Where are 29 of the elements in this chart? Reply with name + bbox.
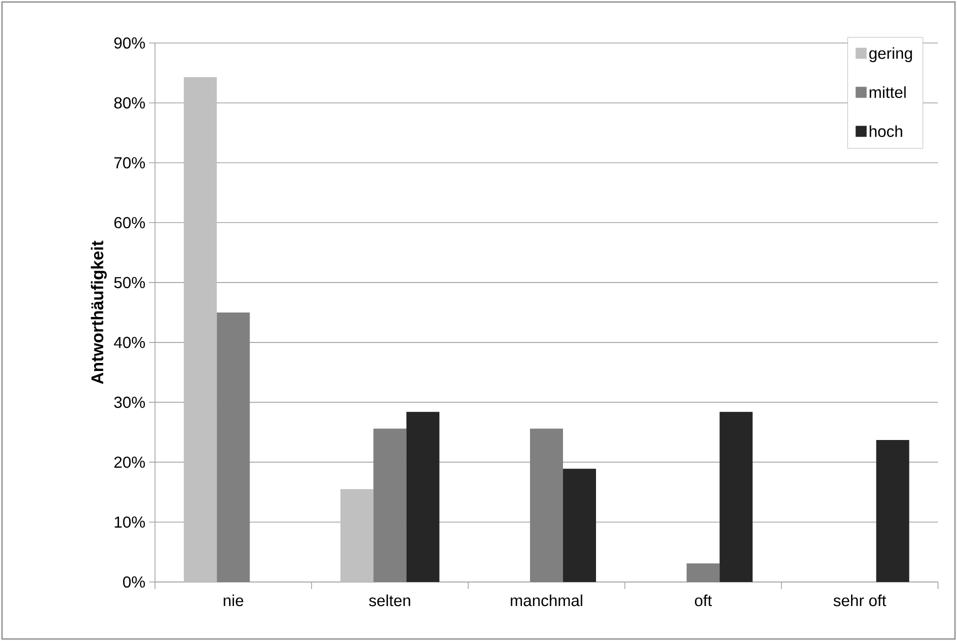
bar [406,412,440,582]
bar [184,77,217,582]
y-tick-label: 70% [114,157,145,168]
bar [876,440,910,582]
y-tick-label: 90% [114,37,145,49]
bar [530,428,564,582]
bar [720,412,753,582]
y-tick-label: 20% [114,456,145,468]
y-tick-label: 10% [114,516,145,528]
bar [373,428,406,582]
x-tick-label: manchmal [510,594,582,606]
bar [340,489,374,582]
legend-label: gering [869,47,912,62]
y-tick-label: 0% [123,576,145,588]
x-tick-label: selten [369,594,410,606]
y-tick-label: 50% [114,276,145,288]
y-axis-title: Antworthäufigkeit [90,240,107,384]
legend-label: hoch [870,125,902,138]
bar [563,468,596,582]
bar [216,312,250,582]
x-tick-label: nie [224,594,244,606]
y-tick-label: 60% [114,217,145,228]
legend-label: mittel [870,86,906,98]
bar [686,563,720,582]
y-tick-label: 40% [114,336,145,348]
x-tick-label: sehr oft [834,594,886,606]
y-tick-label: 80% [114,97,145,109]
x-tick-label: oft [694,594,712,606]
y-tick-label: 30% [114,396,145,408]
